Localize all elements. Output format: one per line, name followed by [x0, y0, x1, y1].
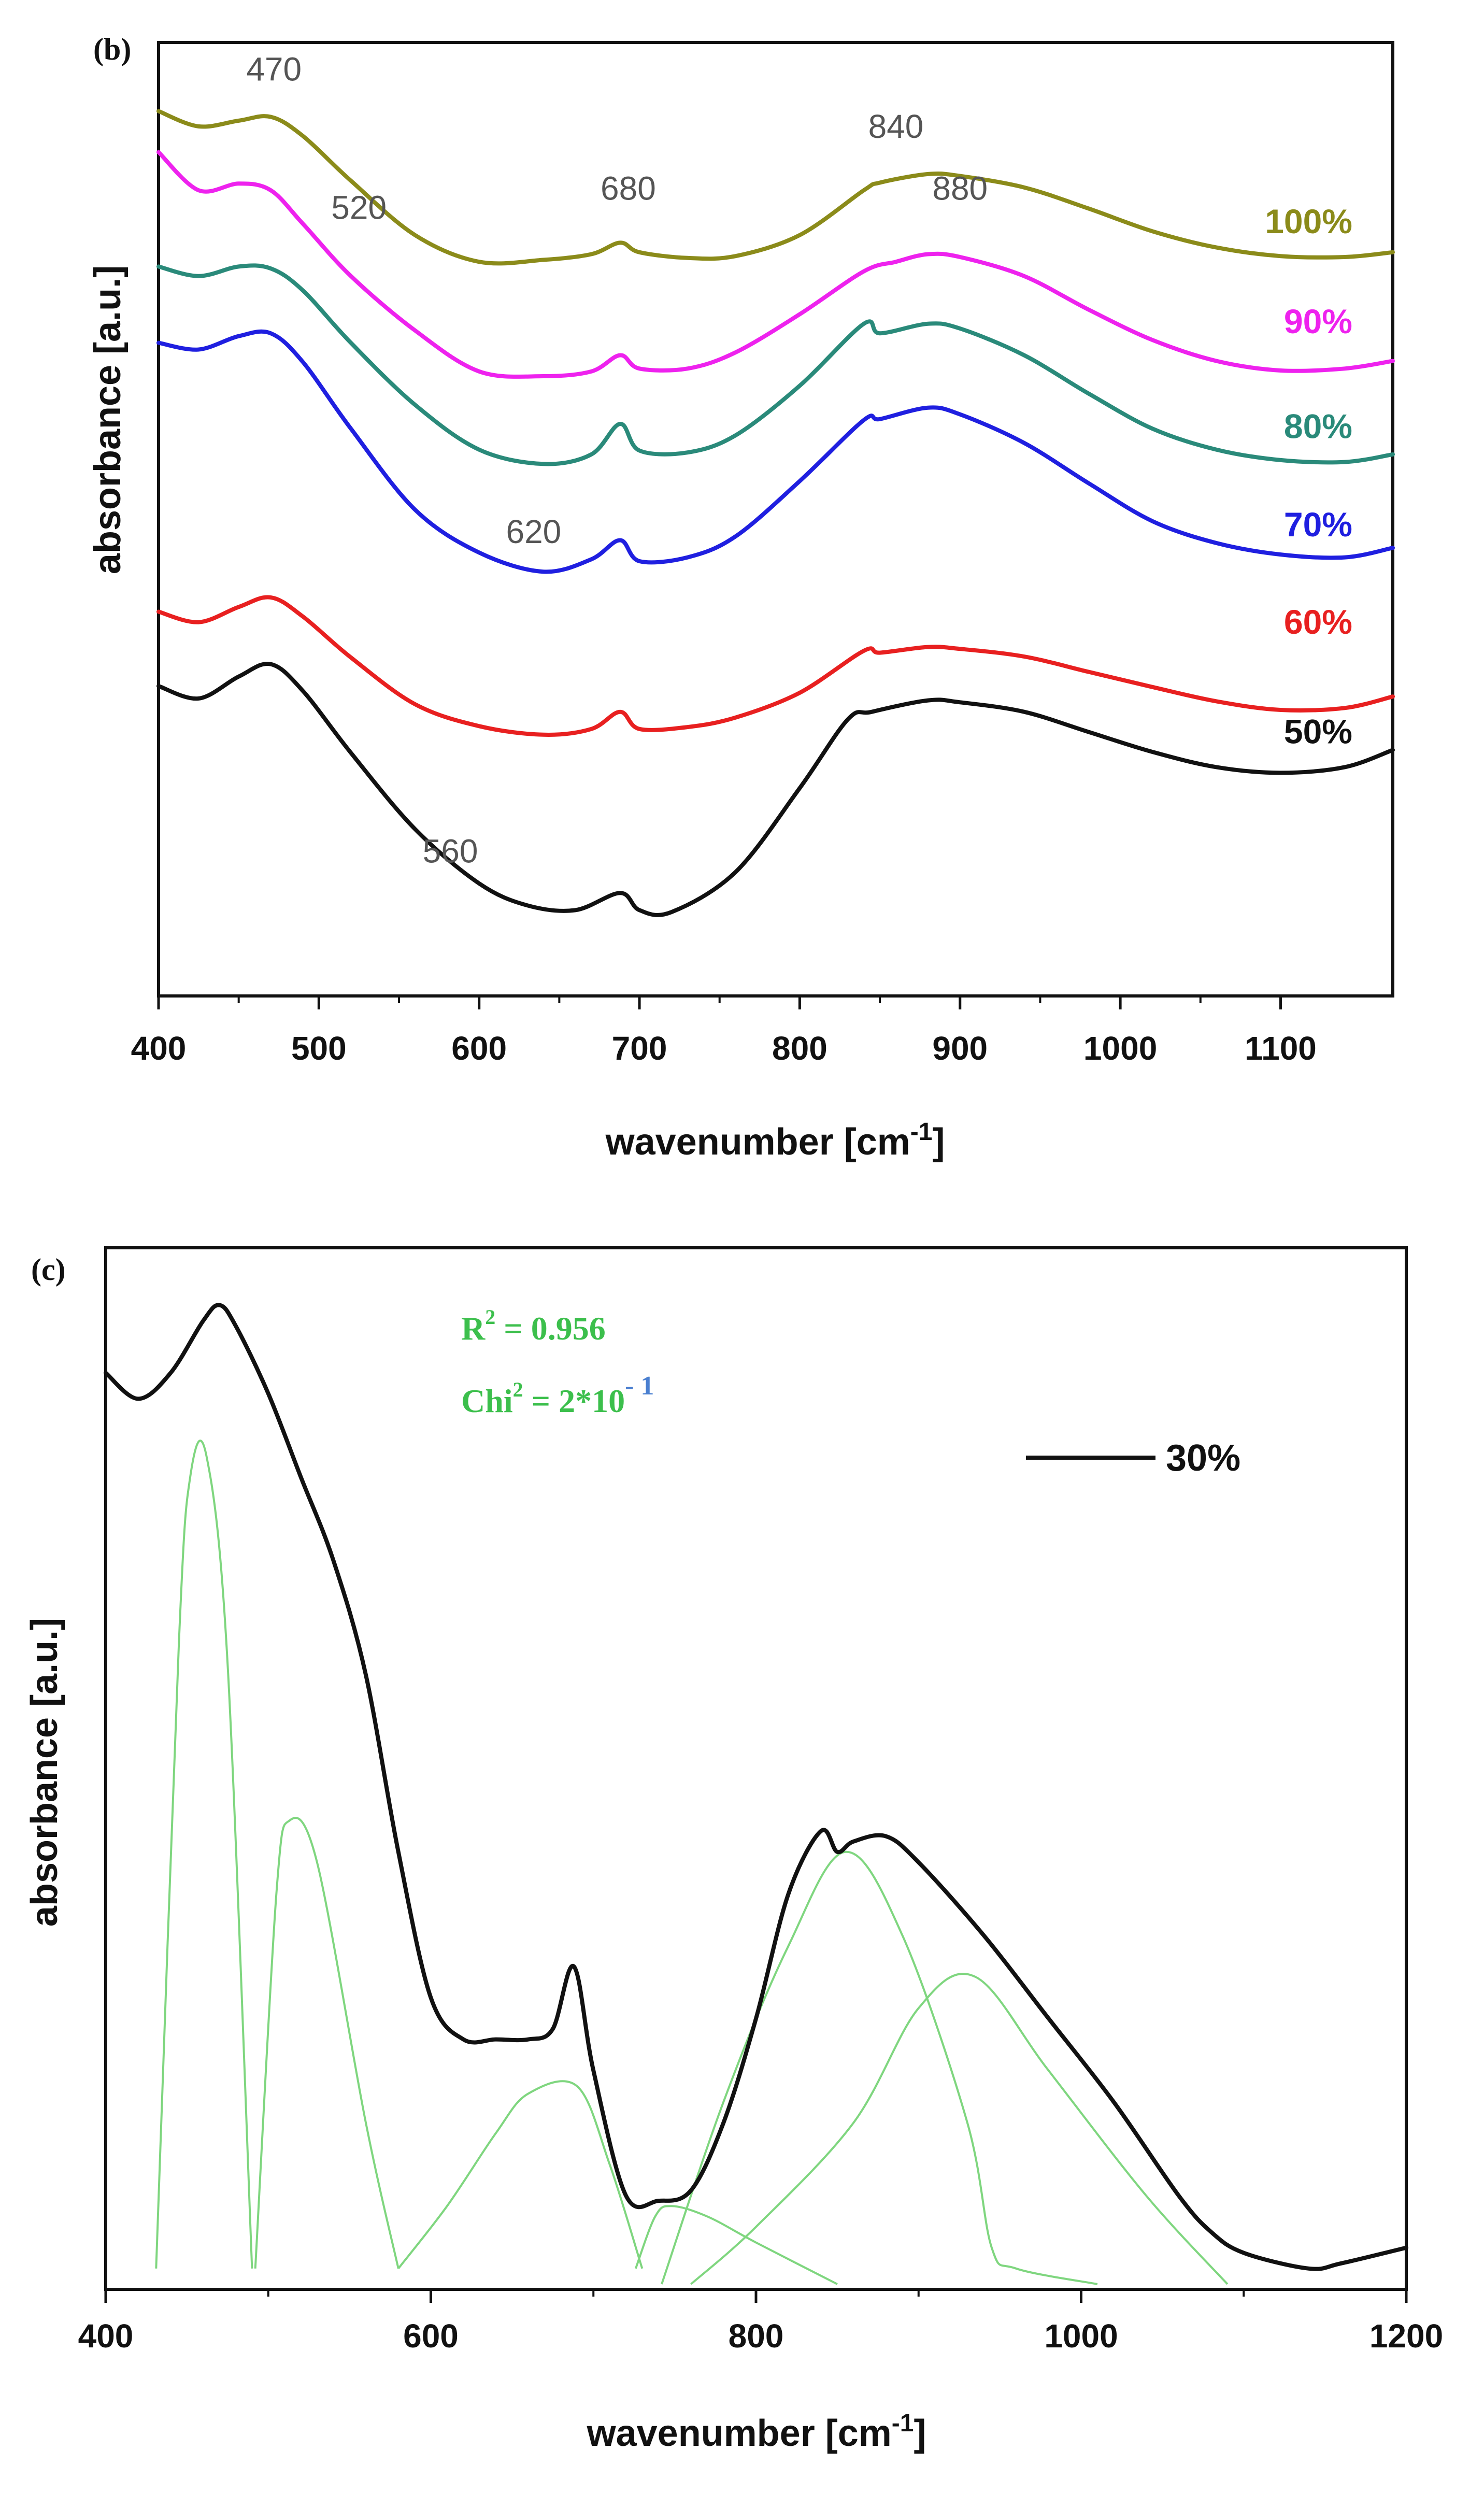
panel-b-x-tick-label-800: 800	[772, 1030, 827, 1067]
panel-b-series-70pct	[156, 329, 1395, 574]
panel-b-series-group	[156, 109, 1395, 917]
fit-r2-value: = 0.956	[495, 1310, 605, 1347]
panel-c-xlabel-sup: -1	[892, 2410, 914, 2437]
panel-c-x-tick-labels: 400 600 800 1000 1200	[78, 2317, 1444, 2355]
panel-b-x-tick-label-600: 600	[451, 1030, 507, 1067]
legend-label-30: 30%	[1166, 1437, 1240, 1479]
panel-b-x-tick-label-900: 900	[932, 1030, 988, 1067]
panel-b-x-tick-label-400: 400	[131, 1030, 187, 1067]
panel-b-xlabel-end: ]	[932, 1121, 945, 1163]
panel-c-x-tick-label-1000: 1000	[1044, 2317, 1118, 2355]
panel-b-xlabel-sup: -1	[910, 1118, 933, 1146]
panel-b-x-ticks	[157, 996, 1282, 1009]
panel-b-x-tick-label-1100: 1100	[1245, 1030, 1317, 1067]
fit-r2-sup: 2	[485, 1305, 495, 1329]
panel-c-x-tick-label-600: 600	[403, 2317, 459, 2355]
panel-b-peak-label-620: 620	[506, 513, 561, 550]
fit-chi2-text: Chi2 = 2*10- 1	[461, 1371, 654, 1419]
panel-c-fit-component-3	[397, 2080, 644, 2270]
panel-b-x-axis-label: wavenumber [cm-1]	[605, 1118, 945, 1163]
panel-c-fit-components	[155, 1440, 1229, 2285]
panel-b-concentration-labels: 100% 90% 80% 70% 60% 50%	[1265, 202, 1352, 750]
panel-b-series-60pct	[156, 595, 1395, 737]
panel-b-peak-label-680: 680	[601, 170, 656, 207]
panel-b-y-axis-label: absorbance [a.u.]	[87, 265, 129, 574]
fit-chi2-exponent: - 1	[625, 1371, 654, 1401]
panel-b-peak-label-470: 470	[246, 51, 302, 88]
panel-b-conc-label-100pct: 100%	[1265, 202, 1352, 240]
panel-c-fit-component-6	[690, 1973, 1229, 2285]
fit-chi2-value: = 2*10	[523, 1383, 625, 1419]
panel-c-fit-component-2	[254, 1817, 399, 2269]
panel-b-label: (b)	[93, 32, 131, 66]
panel-b-series-80pct	[156, 263, 1395, 466]
fit-r2-text: R2 = 0.956	[461, 1305, 606, 1347]
panel-c-fit-component-1	[155, 1440, 253, 2269]
panel-c-xlabel-main: wavenumber [cm	[587, 2413, 892, 2454]
panel-c-xlabel-end: ]	[914, 2413, 926, 2454]
panel-b-xlabel-main: wavenumber [cm	[605, 1121, 910, 1163]
panel-b-x-tick-labels: 400 500 600 700 800 900 1000 1100	[131, 1030, 1317, 1067]
panel-b-conc-label-90pct: 90%	[1284, 302, 1352, 340]
panel-c-x-tick-label-400: 400	[78, 2317, 134, 2355]
panel-b-conc-label-60pct: 60%	[1284, 603, 1352, 641]
panel-b-conc-label-50pct: 50%	[1284, 712, 1352, 750]
panel-c: (c) 400 600 800 1000 1200 wavenumber [cm-1] …	[24, 1246, 1444, 2454]
panel-b-conc-label-70pct: 70%	[1284, 505, 1352, 544]
panel-b-peak-label-520: 520	[331, 189, 387, 226]
panel-c-fit-component-4	[634, 2205, 838, 2285]
panel-b-series-90pct	[156, 150, 1395, 379]
panel-b-series-50pct	[156, 661, 1395, 917]
panel-b-peak-label-880: 880	[932, 170, 988, 207]
panel-c-series-group	[104, 1303, 1408, 2271]
fit-chi2-prefix: Chi	[461, 1383, 513, 1419]
panel-c-x-ticks	[104, 2289, 1408, 2303]
panel-b-x-tick-label-500: 500	[291, 1030, 347, 1067]
panel-c-series-30pct	[104, 1303, 1408, 2271]
panel-c-fit-component-5	[661, 1850, 1098, 2285]
fit-r2-prefix: R	[461, 1310, 486, 1347]
panel-b-x-tick-label-700: 700	[612, 1030, 667, 1067]
panel-b-frame	[157, 41, 1394, 998]
panel-c-x-axis-label: wavenumber [cm-1]	[587, 2410, 926, 2454]
panel-c-x-tick-label-1200: 1200	[1369, 2317, 1443, 2355]
panel-b: (b) 400 500 600 700 800 900 1000 1100 wavenumbe…	[87, 32, 1395, 1163]
panel-b-conc-label-80pct: 80%	[1284, 407, 1352, 446]
panel-c-y-axis-label: absorbance [a.u.]	[24, 1618, 65, 1927]
panel-c-label: (c)	[31, 1252, 66, 1287]
fit-chi2-sup: 2	[513, 1378, 523, 1401]
panel-c-x-tick-label-800: 800	[729, 2317, 784, 2355]
panel-b-peak-label-840: 840	[868, 108, 924, 145]
panel-b-series-100pct	[156, 109, 1395, 266]
panel-b-x-tick-label-1000: 1000	[1083, 1030, 1157, 1067]
panel-b-peak-label-560: 560	[423, 832, 478, 870]
